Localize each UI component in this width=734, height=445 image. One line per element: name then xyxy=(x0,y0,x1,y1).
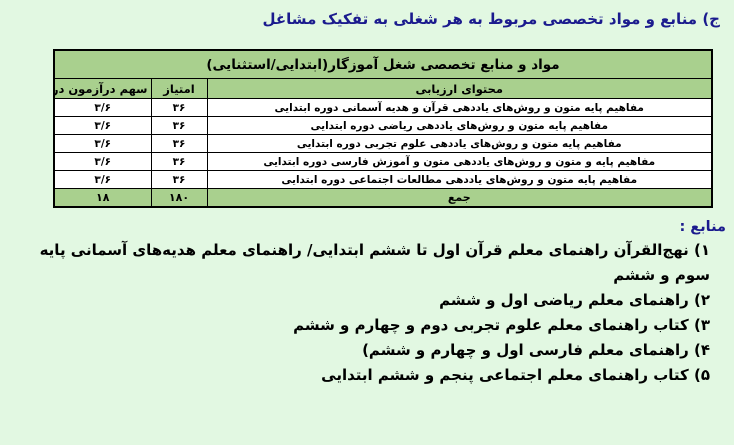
cell-content: مفاهیم پایه متون و روش‌های یاددهی علوم ت… xyxy=(206,134,713,153)
cell-content: مفاهیم پایه متون و روش‌های یاددهی مطالعا… xyxy=(206,170,713,189)
source-item-3: ۳) کتاب راهنمای معلم علوم تجربی دوم و چه… xyxy=(293,316,710,334)
page: { "page": { "title": "ج) منابع و مواد تخ… xyxy=(0,10,734,445)
col-header-share: سهم درآزمون درصد xyxy=(53,78,152,99)
cell-share: ۳/۶ xyxy=(53,98,152,117)
cell-share: ۳/۶ xyxy=(53,170,152,189)
sources-label: منابع : xyxy=(679,219,726,235)
cell-share: ۳/۶ xyxy=(53,152,152,171)
source-item-4: ۴) راهنمای معلم فارسی اول و چهارم و ششم) xyxy=(362,341,710,359)
table-row: مفاهیم پایه و متون و روش‌های یاددهی متون… xyxy=(53,152,713,171)
cell-share: ۳/۶ xyxy=(53,116,152,135)
sources-list: ۱) نهج‌القرآن راهنمای معلم قرآن اول تا ش… xyxy=(0,238,710,388)
cell-score: ۳۶ xyxy=(150,134,208,153)
table-row: مفاهیم پایه متون و روش‌های یاددهی قرآن و… xyxy=(53,98,713,117)
page-title: ج) منابع و مواد تخصصی مربوط به هر شغلی ب… xyxy=(262,10,720,28)
source-item-2: ۲) راهنمای معلم ریاضی اول و ششم xyxy=(439,291,710,309)
cell-score: ۳۶ xyxy=(150,116,208,135)
cell-score: ۳۶ xyxy=(150,170,208,189)
total-label: جمع xyxy=(206,188,713,208)
table-row: مفاهیم پایه متون و روش‌های یاددهی ریاضی … xyxy=(53,116,713,135)
cell-score: ۳۶ xyxy=(150,98,208,117)
table-header-row: محتوای ارزیابی امتیاز سهم درآزمون درصد xyxy=(53,78,713,99)
col-header-content: محتوای ارزیابی xyxy=(206,78,713,99)
total-score: ۱۸۰ xyxy=(150,188,208,208)
total-row: جمع ۱۸۰ ۱۸ xyxy=(53,188,713,208)
table-title-row: مواد و منابع تخصصی شغل آموزگار(ابتدایی/ا… xyxy=(53,49,713,79)
source-item-5: ۵) کتاب راهنمای معلم اجتماعی پنجم و ششم … xyxy=(321,366,710,384)
cell-score: ۳۶ xyxy=(150,152,208,171)
cell-content: مفاهیم پایه متون و روش‌های یاددهی قرآن و… xyxy=(206,98,713,117)
table-row: مفاهیم پایه متون و روش‌های یاددهی مطالعا… xyxy=(53,170,713,189)
cell-share: ۳/۶ xyxy=(53,134,152,153)
source-item-1: ۱) نهج‌القرآن راهنمای معلم قرآن اول تا ش… xyxy=(39,241,710,284)
materials-table: مواد و منابع تخصصی شغل آموزگار(ابتدایی/ا… xyxy=(52,49,713,208)
total-share: ۱۸ xyxy=(53,188,152,208)
cell-content: مفاهیم پایه متون و روش‌های یاددهی ریاضی … xyxy=(206,116,713,135)
col-header-score: امتیاز xyxy=(150,78,208,99)
table-title: مواد و منابع تخصصی شغل آموزگار(ابتدایی/ا… xyxy=(53,49,713,79)
cell-content: مفاهیم پایه و متون و روش‌های یاددهی متون… xyxy=(206,152,713,171)
table-row: مفاهیم پایه متون و روش‌های یاددهی علوم ت… xyxy=(53,134,713,153)
